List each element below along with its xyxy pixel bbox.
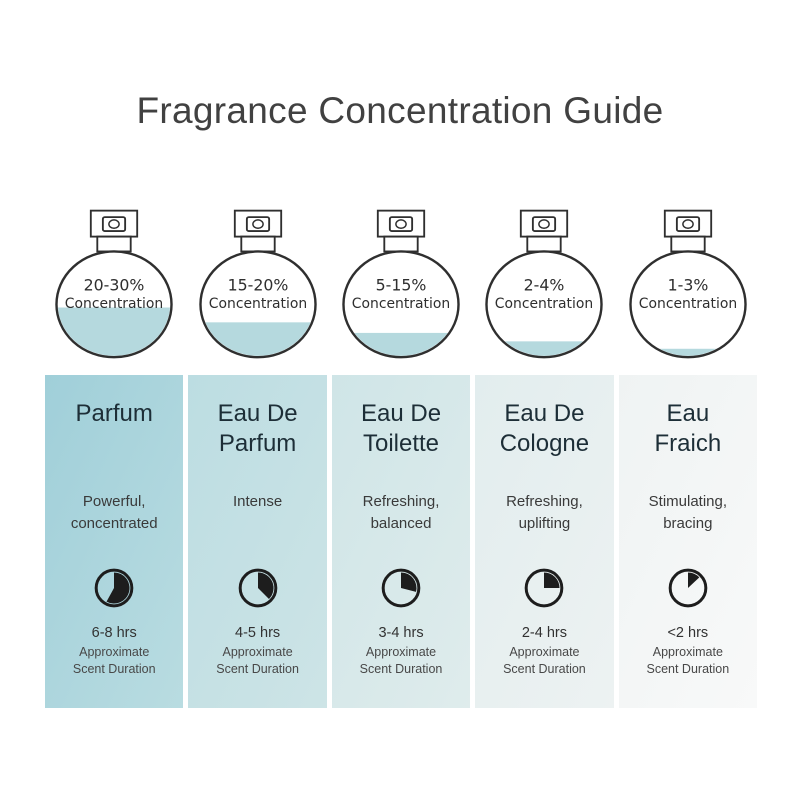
bottle-nozzle-icon bbox=[675, 216, 700, 232]
column-eau-de-parfum: Eau De Parfum Intense 4-5 hrs Approximat… bbox=[188, 375, 327, 708]
duration-label: <2 hrs bbox=[667, 625, 709, 641]
column-title: Eau De Parfum bbox=[217, 400, 298, 457]
clock-icon bbox=[521, 565, 567, 611]
column-parfum: Parfum Powerful, concentrated 6-8 hrs Ap… bbox=[45, 375, 184, 708]
bottle-slot: 1-3% Concentration bbox=[619, 206, 757, 360]
column-title: Eau Fraich bbox=[654, 400, 722, 457]
bottle-slot: 2-4% Concentration bbox=[475, 206, 613, 360]
bottle-slot: 5-15% Concentration bbox=[332, 206, 470, 360]
clock-icon bbox=[235, 565, 281, 611]
duration-label: 4-5 hrs bbox=[235, 625, 281, 641]
column-description: Stimulating, bracing bbox=[648, 493, 728, 532]
bottles-row: 20-30% Concentration 15-20% Concentratio… bbox=[45, 206, 757, 360]
bottle-body-icon bbox=[342, 250, 460, 359]
concentration-label: Concentration bbox=[352, 296, 450, 312]
concentration-value: 20-30% bbox=[84, 275, 145, 294]
duration-label: 6-8 hrs bbox=[91, 625, 137, 641]
concentration-value: 1-3% bbox=[667, 275, 708, 294]
bottle-body-icon bbox=[198, 250, 317, 359]
concentration-value: 5-15% bbox=[376, 275, 427, 294]
perfume-bottle-icon: 20-30% Concentration bbox=[55, 209, 173, 359]
concentration-label: Concentration bbox=[208, 296, 306, 312]
clock-icon bbox=[665, 565, 711, 611]
column-description: Powerful, concentrated bbox=[70, 493, 158, 532]
perfume-bottle-icon: 15-20% Concentration bbox=[198, 209, 317, 359]
column-eau-de-cologne: Eau De Cologne Refreshing, uplifting 2-4… bbox=[475, 375, 614, 708]
bottle-body-icon bbox=[629, 250, 747, 359]
bottle-collar-icon bbox=[96, 235, 132, 253]
concentration-label: Concentration bbox=[495, 296, 593, 312]
duration-label: 3-4 hrs bbox=[378, 625, 424, 641]
bottle-collar-icon bbox=[239, 235, 276, 253]
bottle-liquid-fill bbox=[201, 322, 314, 356]
bottle-nozzle-hole-icon bbox=[108, 219, 121, 230]
duration-label: 2-4 hrs bbox=[521, 625, 567, 641]
bottle-nozzle-icon bbox=[245, 216, 270, 232]
bottle-collar-icon bbox=[383, 235, 419, 253]
column-title: Parfum bbox=[75, 400, 153, 427]
column-title: Eau De Cologne bbox=[499, 400, 590, 457]
bottle-nozzle-hole-icon bbox=[538, 219, 551, 230]
bottle-slot: 20-30% Concentration bbox=[45, 206, 183, 360]
concentration-label: Concentration bbox=[639, 296, 737, 312]
concentration-label: Concentration bbox=[65, 296, 163, 312]
bottle-liquid-fill bbox=[488, 341, 601, 356]
perfume-bottle-icon: 2-4% Concentration bbox=[485, 209, 604, 359]
duration-note: Approximate Scent Duration bbox=[216, 645, 299, 676]
column-eau-de-toilette: Eau De Toilette Refreshing, balanced 3-4… bbox=[331, 375, 471, 708]
page-title: Fragrance Concentration Guide bbox=[136, 90, 664, 131]
bottle-liquid-fill bbox=[631, 348, 744, 356]
bottle-body-icon bbox=[55, 250, 173, 359]
column-description: Refreshing, balanced bbox=[362, 493, 440, 532]
bottle-nozzle-icon bbox=[102, 216, 127, 232]
duration-note: Approximate Scent Duration bbox=[72, 645, 156, 676]
column-description: Refreshing, uplifting bbox=[506, 493, 583, 532]
concentration-value: 15-20% bbox=[227, 275, 288, 294]
bottle-liquid-fill bbox=[58, 307, 171, 356]
clock-icon bbox=[91, 565, 137, 611]
bottle-nozzle-hole-icon bbox=[395, 219, 407, 230]
bottle-liquid-fill bbox=[344, 332, 458, 356]
bottle-nozzle-icon bbox=[532, 216, 557, 232]
concentration-value: 2-4% bbox=[524, 275, 565, 294]
bottle-slot: 15-20% Concentration bbox=[188, 206, 326, 360]
duration-note: Approximate Scent Duration bbox=[503, 645, 586, 676]
category-columns: Parfum Powerful, concentrated 6-8 hrs Ap… bbox=[45, 375, 758, 708]
bottle-collar-icon bbox=[526, 235, 563, 253]
bottle-nozzle-hole-icon bbox=[251, 219, 264, 230]
column-description: Intense bbox=[233, 493, 283, 510]
column-title: Eau De Toilette bbox=[360, 400, 442, 457]
perfume-bottle-icon: 1-3% Concentration bbox=[629, 209, 747, 359]
bottle-nozzle-hole-icon bbox=[681, 219, 694, 230]
duration-note: Approximate Scent Duration bbox=[359, 645, 443, 676]
bottle-collar-icon bbox=[670, 235, 706, 253]
duration-note: Approximate Scent Duration bbox=[646, 645, 730, 676]
column-eau-fraich: Eau Fraich Stimulating, bracing <2 hrs A… bbox=[618, 375, 758, 708]
bottle-nozzle-icon bbox=[388, 216, 414, 232]
bottle-body-icon bbox=[485, 250, 604, 359]
clock-icon bbox=[378, 565, 424, 611]
bottle-cap-icon bbox=[663, 209, 712, 238]
perfume-bottle-icon: 5-15% Concentration bbox=[342, 209, 460, 359]
